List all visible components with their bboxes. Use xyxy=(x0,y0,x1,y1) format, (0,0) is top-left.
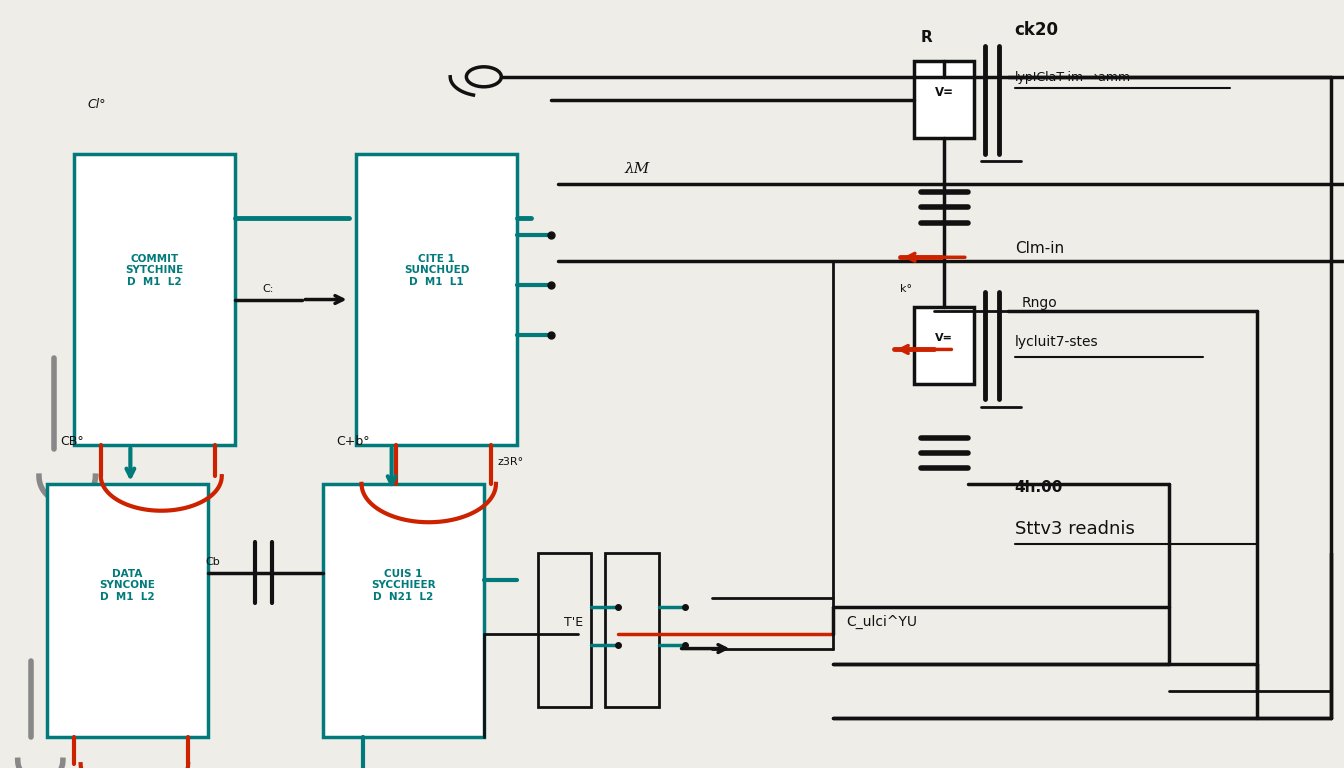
Text: CUIS 1
SYCCHIEER
D  N21  L2: CUIS 1 SYCCHIEER D N21 L2 xyxy=(371,568,435,602)
Bar xyxy=(323,484,484,737)
Text: λM: λM xyxy=(625,162,650,176)
Text: Sttv3 readnis: Sttv3 readnis xyxy=(1015,520,1134,538)
Bar xyxy=(914,307,974,384)
Text: T'E: T'E xyxy=(564,616,583,629)
Text: CB°: CB° xyxy=(60,435,85,449)
Text: COMMIT
SYTCHINE
D  M1  L2: COMMIT SYTCHINE D M1 L2 xyxy=(125,253,184,287)
Bar xyxy=(538,553,591,707)
Text: 4h.00: 4h.00 xyxy=(1015,479,1063,495)
Bar xyxy=(356,154,517,445)
Text: C+b°: C+b° xyxy=(336,435,370,449)
Text: lycluit7-stes: lycluit7-stes xyxy=(1015,335,1098,349)
Bar xyxy=(605,553,659,707)
Text: V=: V= xyxy=(934,86,954,98)
Text: C:: C: xyxy=(262,284,273,294)
Text: C_ulci^YU: C_ulci^YU xyxy=(847,615,918,629)
Text: Rngo: Rngo xyxy=(1021,296,1058,310)
Text: z3R°: z3R° xyxy=(497,457,523,467)
Text: CITE 1
SUNCHUED
D  M1  L1: CITE 1 SUNCHUED D M1 L1 xyxy=(405,253,469,287)
Bar xyxy=(914,61,974,138)
Text: k°: k° xyxy=(900,284,913,294)
Text: ck20: ck20 xyxy=(1015,21,1059,38)
Text: Cl°: Cl° xyxy=(87,98,106,111)
Text: DATA
SYNCONE
D  M1  L2: DATA SYNCONE D M1 L2 xyxy=(99,568,156,602)
Bar xyxy=(74,154,235,445)
Text: Cb: Cb xyxy=(206,557,219,567)
Text: R: R xyxy=(921,30,933,45)
Text: lypIClaT-im-→amm: lypIClaT-im-→amm xyxy=(1015,71,1130,84)
Bar xyxy=(47,484,208,737)
Text: Clm-in: Clm-in xyxy=(1015,241,1064,257)
Text: V=: V= xyxy=(935,333,953,343)
